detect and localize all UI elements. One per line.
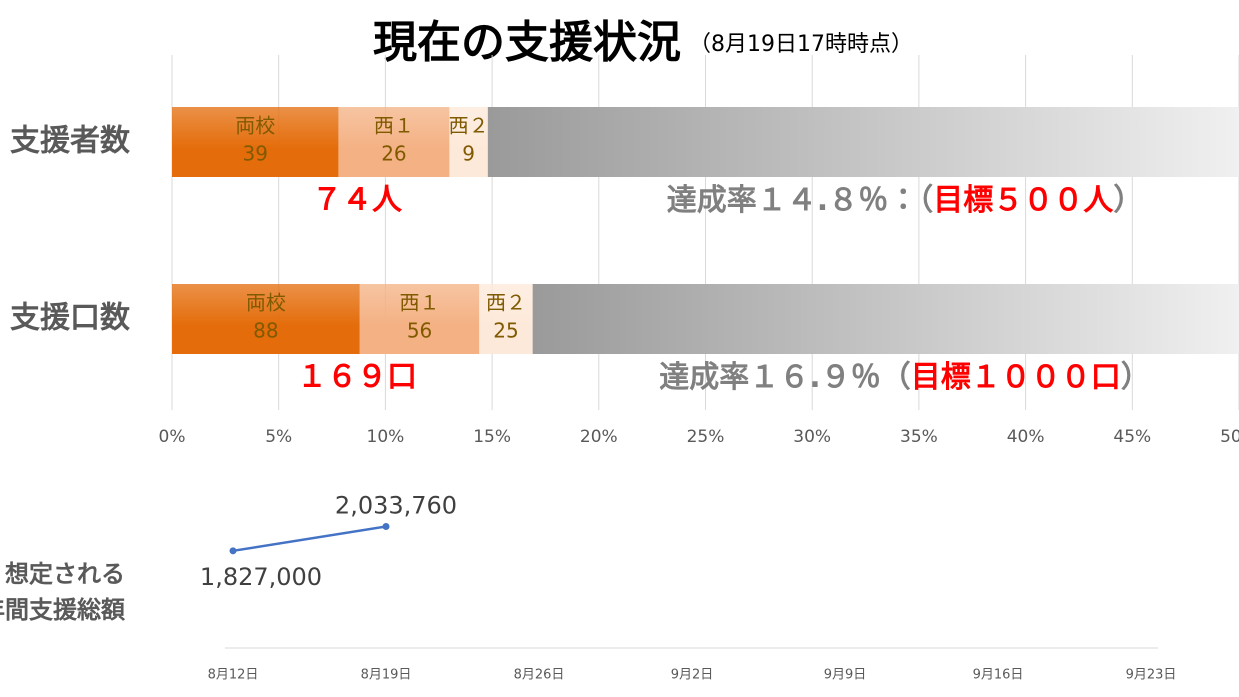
value-label: 88 xyxy=(253,319,278,343)
line xyxy=(232,525,387,553)
goal: 目標５００人 xyxy=(933,183,1114,218)
segment-name: 両校 xyxy=(235,114,275,138)
segment-name: 両校 xyxy=(246,291,286,315)
category-label: 支援口数 xyxy=(10,301,130,336)
value-label: 25 xyxy=(493,319,518,343)
bar-segment xyxy=(172,107,339,177)
x-tick-label: 0% xyxy=(159,427,186,447)
bar-segment xyxy=(449,107,488,177)
segment-name: 西１ xyxy=(400,291,440,315)
subtitle: （8月19日17時時点） xyxy=(689,32,913,57)
segment-name: 西２ xyxy=(449,114,489,138)
segment-name: 西２ xyxy=(486,291,526,315)
category-label: 支援者数 xyxy=(10,124,130,159)
remainder xyxy=(532,284,1239,354)
x-tick-label: 15% xyxy=(473,427,511,447)
x-tick-label: 45% xyxy=(1113,427,1151,447)
value-label: 56 xyxy=(407,319,432,343)
remainder xyxy=(487,107,1239,177)
bar-segment xyxy=(172,284,360,354)
x-tick-label: 50% xyxy=(1220,427,1239,447)
rate: 達成率１６.９％（ xyxy=(659,360,910,395)
value-label: 39 xyxy=(242,142,267,166)
close: ） xyxy=(1113,183,1143,218)
x-tick-label: 8月12日 xyxy=(208,668,259,683)
x-tick-label: 5% xyxy=(265,427,292,447)
close: ） xyxy=(1121,360,1151,395)
x-tick-label: 9月23日 xyxy=(1126,668,1177,683)
x-tick-label: 9月9日 xyxy=(824,668,867,683)
title: 現在の支援状況 xyxy=(373,17,681,68)
value-label: 2,033,760 xyxy=(335,492,457,520)
value-label: 1,827,000 xyxy=(200,563,322,591)
x-tick-label: 35% xyxy=(900,427,938,447)
value-label: 26 xyxy=(381,142,406,166)
bar-segment xyxy=(338,107,450,177)
rate-label: 達成率１４.８％：（目標５００人） xyxy=(667,183,1143,218)
x-tick-label: 8月19日 xyxy=(361,668,412,683)
rate-label: 達成率１６.９％（目標１０００口） xyxy=(659,360,1150,395)
point xyxy=(382,523,390,531)
x-tick-label: 9月16日 xyxy=(973,668,1024,683)
goal: 目標１０００口 xyxy=(911,360,1121,395)
x-tick-label: 20% xyxy=(580,427,618,447)
chart-title: 現在の支援状況 （8月19日17時時点） xyxy=(373,17,913,68)
total-label: ７４人 xyxy=(312,183,403,218)
rate: 達成率１４.８％：（ xyxy=(667,183,933,218)
axis-label: 年間支援総額 xyxy=(0,596,126,624)
value-label: 9 xyxy=(462,142,475,166)
segment-name: 西１ xyxy=(374,114,414,138)
x-tick-label: 8月26日 xyxy=(514,668,565,683)
x-tick-label: 40% xyxy=(1007,427,1045,447)
x-tick-label: 10% xyxy=(367,427,405,447)
axis-label: 想定される xyxy=(5,560,125,588)
total-label: １６９口 xyxy=(297,360,417,395)
bar-segment xyxy=(359,284,480,354)
point xyxy=(229,547,237,555)
bar-segment xyxy=(479,284,533,354)
x-tick-label: 25% xyxy=(687,427,725,447)
x-tick-label: 30% xyxy=(793,427,831,447)
x-tick-label: 9月2日 xyxy=(671,668,714,683)
